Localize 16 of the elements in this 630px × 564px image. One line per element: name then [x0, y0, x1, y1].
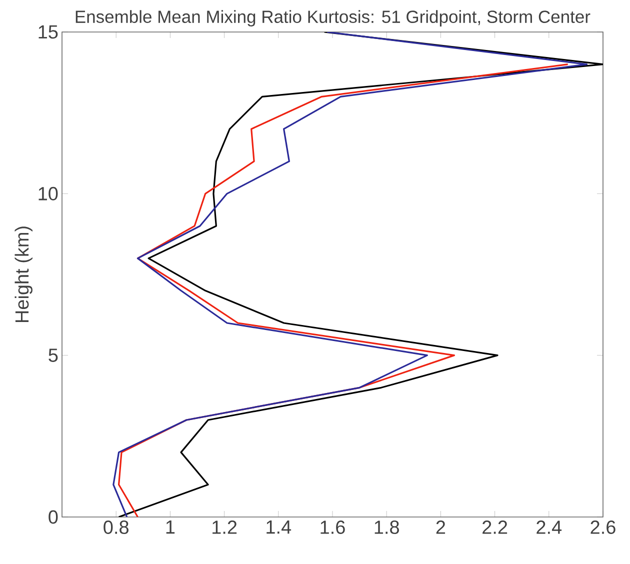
y-tick-label: 0 — [48, 510, 58, 524]
y-axis-title: Height (km) — [14, 226, 32, 322]
x-tick-label: 2.2 — [482, 520, 508, 534]
y-tick-label: 10 — [38, 186, 58, 200]
x-tick-label: 2.6 — [590, 520, 616, 534]
x-tick-label: 1.2 — [212, 520, 237, 534]
x-tick-label: 2 — [436, 520, 446, 534]
x-tick-label: 2.4 — [536, 520, 562, 534]
x-tick-label: 1 — [166, 520, 175, 534]
y-tick-label: 15 — [38, 25, 58, 39]
x-tick-label: 1.8 — [374, 520, 399, 534]
y-tick-label: 5 — [48, 348, 58, 362]
x-tick-label: 0.8 — [104, 520, 128, 534]
chart-title: Ensemble Mean Mixing Ratio Kurtosis: 51 Gridpoint, Storm Center — [76, 10, 590, 26]
x-tick-label: 1.6 — [320, 520, 345, 534]
x-tick-label: 1.4 — [266, 520, 292, 534]
